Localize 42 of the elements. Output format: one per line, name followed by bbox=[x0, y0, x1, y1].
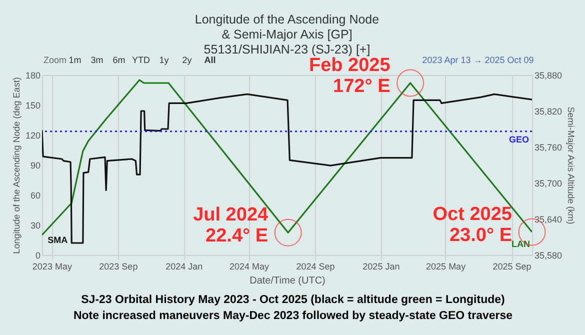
series-label: SMA bbox=[48, 235, 68, 245]
text: Note increased maneuvers May-Dec 2023 followed by steady-state GEO traverse bbox=[73, 310, 513, 322]
y-tick-label: 150 bbox=[25, 100, 40, 110]
y2-tick-label: 35,760 bbox=[534, 142, 562, 152]
text: 2023 Apr 13 → 2025 Oct 09 bbox=[422, 55, 534, 65]
y2-axis-title: Semi-Major Axis Altitude (km) bbox=[566, 106, 576, 224]
x-tick-label: 2023 Sep bbox=[99, 262, 138, 272]
y-tick-label: 90 bbox=[30, 160, 40, 170]
y2-tick-label: 35,580 bbox=[534, 250, 562, 260]
text: 6m bbox=[112, 55, 126, 65]
text: 2y bbox=[182, 55, 192, 65]
text: YTD bbox=[132, 55, 150, 65]
y2-tick-label: 35,640 bbox=[534, 214, 562, 224]
series-label: LAN bbox=[512, 239, 530, 249]
text: 1y bbox=[159, 55, 170, 65]
y-tick-label: 60 bbox=[30, 190, 40, 200]
x-tick-label: 2023 May bbox=[32, 262, 72, 272]
text: Zoom bbox=[43, 55, 67, 65]
x-tick-label: 2024 Jan bbox=[166, 262, 203, 272]
y-tick-label: 120 bbox=[25, 130, 40, 140]
annotation: Oct 2025 23.0° E bbox=[432, 204, 512, 246]
x-tick-label: 2024 May bbox=[230, 262, 270, 272]
x-axis-title: Date/Time (UTC) bbox=[250, 276, 326, 286]
ref-line-label: GEO bbox=[508, 134, 529, 144]
annotation: Jul 2024 22.4° E bbox=[193, 204, 269, 247]
text: All bbox=[204, 55, 216, 65]
y2-tick-label: 35,880 bbox=[534, 70, 562, 80]
y-tick-label: 180 bbox=[25, 70, 40, 80]
y-axis-title: Longitude of the Ascending Node (deg East) bbox=[11, 77, 22, 254]
text: 1m bbox=[68, 55, 82, 65]
annotation: Feb 2025 172° E bbox=[308, 55, 391, 97]
y2-tick-label: 35,820 bbox=[534, 106, 562, 116]
chart-title: Longitude of the Ascending Node & Semi-Major Axis [GP] 55131/SHIJIAN-23 (SJ-23) [+] bbox=[194, 12, 380, 56]
y-tick-label: 30 bbox=[30, 220, 40, 230]
y-tick-label: 0 bbox=[35, 250, 40, 260]
y2-tick-label: 35,700 bbox=[534, 178, 562, 188]
x-tick-label: 2025 May bbox=[426, 262, 466, 272]
x-tick-label: 2024 Sep bbox=[296, 262, 335, 272]
text: 3m bbox=[90, 55, 104, 65]
x-tick-label: 2025 Sep bbox=[492, 262, 532, 272]
x-tick-label: 2025 Jan bbox=[362, 262, 400, 272]
text: SJ-23 Orbital History May 2023 - Oct 2025 (black = altitude green = Longitude) bbox=[81, 294, 506, 306]
